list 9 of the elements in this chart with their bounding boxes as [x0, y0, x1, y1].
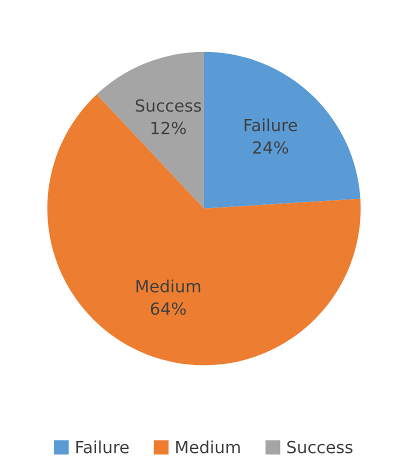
legend-label: Success — [287, 440, 352, 454]
slice-label: Success — [136, 99, 201, 112]
legend-label: Medium — [176, 440, 240, 454]
slice-label: Medium — [136, 280, 200, 292]
legend-label: Failure — [76, 440, 129, 454]
data-label: 12% — [152, 122, 186, 134]
data-label: 24% — [253, 141, 288, 154]
slice-label: Failure — [244, 118, 298, 132]
data-label: 64% — [150, 302, 186, 315]
